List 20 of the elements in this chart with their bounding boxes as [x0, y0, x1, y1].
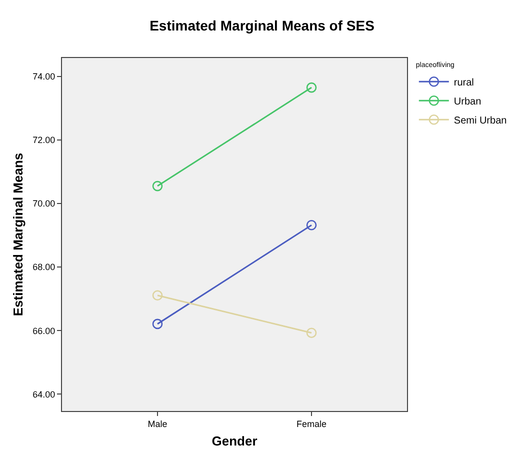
x-tick-label: Male [148, 418, 168, 429]
point [152, 318, 163, 330]
y-tick-label: 68.00 [32, 262, 56, 272]
legend-label: rural [454, 78, 474, 88]
x-tick-label: Female [296, 418, 327, 429]
point [152, 290, 163, 300]
y-axis-title: Estimated Marginal Means [10, 152, 26, 316]
point [306, 82, 317, 93]
y-tick-label: 72.00 [32, 135, 56, 146]
chart-title: Estimated Marginal Means of SES [150, 17, 374, 34]
legend-label: Semi Urban [454, 116, 507, 126]
y-tick-label: 70.00 [32, 198, 56, 209]
x-axis-title: Gender [212, 433, 258, 448]
point [306, 220, 317, 230]
y-tick-label: 74.00 [32, 72, 56, 82]
point [306, 328, 317, 338]
legend-label: Urban [454, 96, 482, 108]
y-tick-label: 66.00 [32, 326, 56, 336]
point [152, 180, 163, 192]
y-tick-label: 64.00 [32, 389, 56, 400]
